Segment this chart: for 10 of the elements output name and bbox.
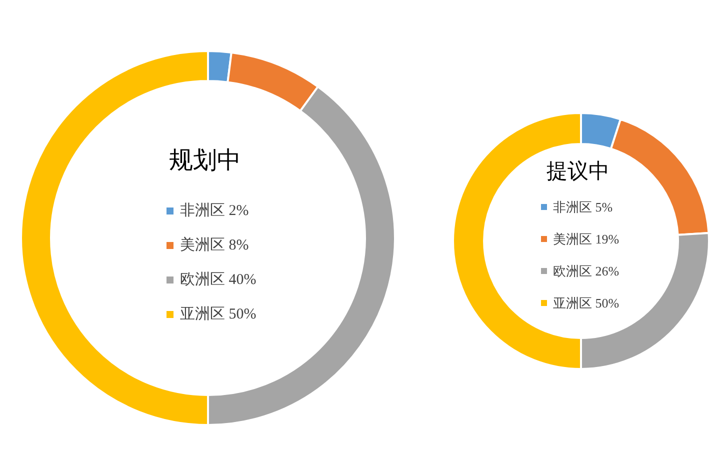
- legend-label: 欧洲区 40%: [180, 271, 256, 288]
- legend-label: 非洲区 5%: [553, 200, 613, 214]
- legend-label: 美洲区 8%: [180, 236, 249, 254]
- legend-label: 美洲区 19%: [553, 232, 620, 246]
- legend-label: 亚洲区 50%: [553, 296, 620, 310]
- text: 规划中: [169, 146, 241, 174]
- legend-label: 非洲区 2%: [180, 202, 249, 219]
- text: 提议中: [546, 159, 610, 183]
- legend-label: 亚洲区 50%: [180, 306, 256, 322]
- legend-label: 欧洲区 26%: [553, 264, 620, 278]
